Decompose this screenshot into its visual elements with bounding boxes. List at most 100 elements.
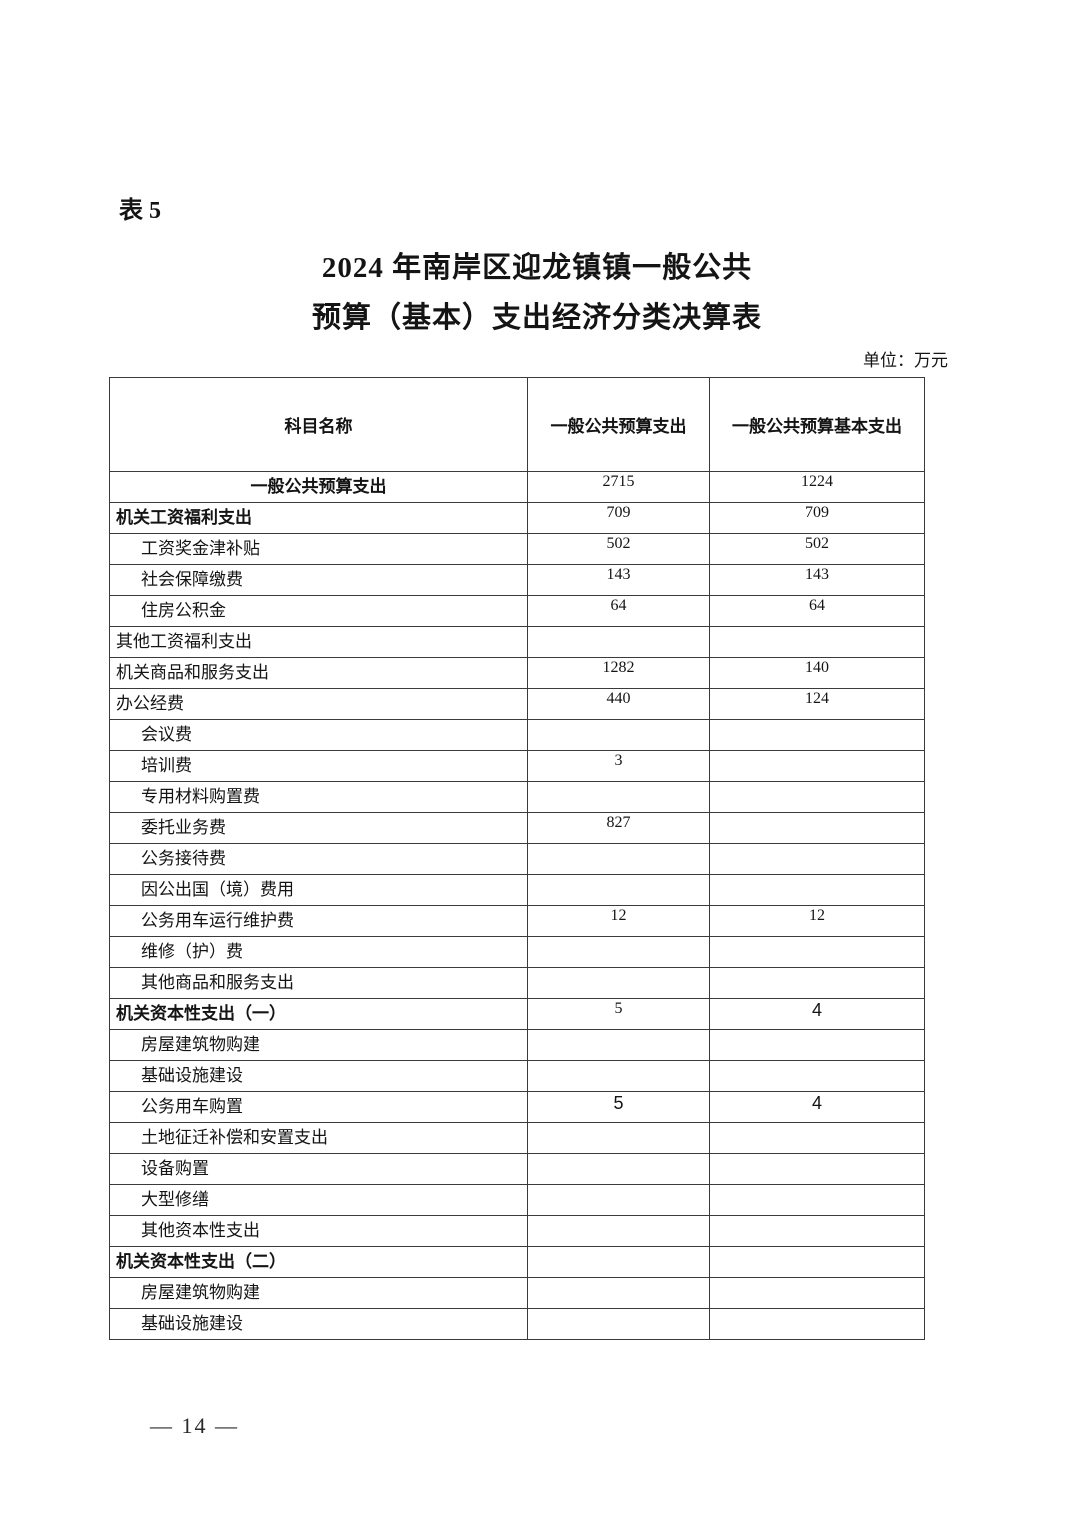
subject-cell: 大型修缮 bbox=[109, 1184, 528, 1216]
table-row: 房屋建筑物购建 bbox=[109, 1029, 925, 1061]
value-cell-basic: 4 bbox=[709, 1091, 925, 1123]
value-cell-basic bbox=[709, 750, 925, 782]
value-cell-general bbox=[527, 874, 710, 906]
value-cell-general bbox=[527, 843, 710, 875]
value-cell-general bbox=[527, 1122, 710, 1154]
value-cell-basic bbox=[709, 1029, 925, 1061]
value-cell-general: 440 bbox=[527, 688, 710, 720]
subject-cell: 因公出国（境）费用 bbox=[109, 874, 528, 906]
value-cell-basic bbox=[709, 936, 925, 968]
subject-cell: 维修（护）费 bbox=[109, 936, 528, 968]
page-title: 2024 年南岸区迎龙镇镇一般公共 预算（基本）支出经济分类决算表 bbox=[0, 243, 1074, 343]
value-cell-general bbox=[527, 1308, 710, 1340]
value-cell-basic bbox=[709, 1277, 925, 1309]
subject-cell: 房屋建筑物购建 bbox=[109, 1029, 528, 1061]
table-row: 基础设施建设 bbox=[109, 1308, 925, 1340]
table-body: 一般公共预算支出 2715 1224 机关工资福利支出 709 709 工资奖金津补贴 502… bbox=[109, 471, 925, 1340]
subject-cell: 委托业务费 bbox=[109, 812, 528, 844]
unit-note: 单位：万元 bbox=[863, 351, 948, 370]
page-number: — 14 — bbox=[150, 1413, 239, 1438]
subject-cell: 会议费 bbox=[109, 719, 528, 751]
value-cell-basic: 4 bbox=[709, 998, 925, 1030]
subject-cell: 机关工资福利支出 bbox=[109, 502, 528, 534]
value-cell-general: 502 bbox=[527, 533, 710, 565]
value-cell-general: 827 bbox=[527, 812, 710, 844]
value-cell-basic: 12 bbox=[709, 905, 925, 937]
subject-cell: 机关资本性支出（二） bbox=[109, 1246, 528, 1278]
table-row: 社会保障缴费 143 143 bbox=[109, 564, 925, 596]
page-title-line2: 预算（基本）支出经济分类决算表 bbox=[311, 302, 762, 334]
value-cell-basic bbox=[709, 1246, 925, 1278]
column-header-subject: 科目名称 bbox=[109, 377, 528, 472]
value-cell-basic bbox=[709, 1153, 925, 1185]
value-cell-general bbox=[527, 626, 710, 658]
subject-cell: 培训费 bbox=[109, 750, 528, 782]
subject-cell: 办公经费 bbox=[109, 688, 528, 720]
table-row: 维修（护）费 bbox=[109, 936, 925, 968]
table-row: 其他资本性支出 bbox=[109, 1215, 925, 1247]
table-row: 会议费 bbox=[109, 719, 925, 751]
value-cell-basic bbox=[709, 843, 925, 875]
value-cell-general: 709 bbox=[527, 502, 710, 534]
value-cell-general: 64 bbox=[527, 595, 710, 627]
value-cell-general: 1282 bbox=[527, 657, 710, 689]
value-cell-general bbox=[527, 1153, 710, 1185]
budget-table: 科目名称 一般公共预算支出 一般公共预算基本支出 一般公共预算支出 2715 122… bbox=[109, 377, 925, 1340]
table-row: 公务用车运行维护费 12 12 bbox=[109, 905, 925, 937]
table-row: 办公经费 440 124 bbox=[109, 688, 925, 720]
table-row: 专用材料购置费 bbox=[109, 781, 925, 813]
value-cell-basic: 124 bbox=[709, 688, 925, 720]
subject-cell: 住房公积金 bbox=[109, 595, 528, 627]
value-cell-basic: 64 bbox=[709, 595, 925, 627]
table-row: 机关商品和服务支出 1282 140 bbox=[109, 657, 925, 689]
subject-cell: 社会保障缴费 bbox=[109, 564, 528, 596]
column-header-general-expenditure: 一般公共预算支出 bbox=[527, 377, 710, 472]
subject-cell: 公务用车运行维护费 bbox=[109, 905, 528, 937]
value-cell-general bbox=[527, 1029, 710, 1061]
subject-cell: 公务接待费 bbox=[109, 843, 528, 875]
value-cell-basic: 1224 bbox=[709, 471, 925, 503]
table-row: 基础设施建设 bbox=[109, 1060, 925, 1092]
subject-cell: 基础设施建设 bbox=[109, 1060, 528, 1092]
value-cell-general bbox=[527, 967, 710, 999]
table-row: 大型修缮 bbox=[109, 1184, 925, 1216]
table-row: 设备购置 bbox=[109, 1153, 925, 1185]
value-cell-basic bbox=[709, 812, 925, 844]
header-row: 科目名称 一般公共预算支出 一般公共预算基本支出 bbox=[109, 377, 925, 472]
subject-cell: 一般公共预算支出 bbox=[109, 471, 528, 503]
table-row: 因公出国（境）费用 bbox=[109, 874, 925, 906]
table-row: 机关资本性支出（一） 5 4 bbox=[109, 998, 925, 1030]
value-cell-basic bbox=[709, 874, 925, 906]
value-cell-general bbox=[527, 936, 710, 968]
subject-cell: 土地征迁补偿和安置支出 bbox=[109, 1122, 528, 1154]
table-row: 其他商品和服务支出 bbox=[109, 967, 925, 999]
column-header-basic-expenditure: 一般公共预算基本支出 bbox=[709, 377, 925, 472]
value-cell-basic bbox=[709, 1184, 925, 1216]
subject-cell: 机关商品和服务支出 bbox=[109, 657, 528, 689]
value-cell-basic bbox=[709, 626, 925, 658]
value-cell-general bbox=[527, 1060, 710, 1092]
value-cell-general bbox=[527, 1277, 710, 1309]
value-cell-basic: 502 bbox=[709, 533, 925, 565]
table-row: 机关工资福利支出 709 709 bbox=[109, 502, 925, 534]
value-cell-basic: 709 bbox=[709, 502, 925, 534]
value-cell-general bbox=[527, 781, 710, 813]
subject-cell: 其他商品和服务支出 bbox=[109, 967, 528, 999]
table-row: 一般公共预算支出 2715 1224 bbox=[109, 471, 925, 503]
value-cell-general bbox=[527, 1246, 710, 1278]
table-row: 其他工资福利支出 bbox=[109, 626, 925, 658]
value-cell-general bbox=[527, 1215, 710, 1247]
value-cell-basic bbox=[709, 719, 925, 751]
table-row: 委托业务费 827 bbox=[109, 812, 925, 844]
table-header: 科目名称 一般公共预算支出 一般公共预算基本支出 bbox=[109, 377, 925, 472]
table-row: 工资奖金津补贴 502 502 bbox=[109, 533, 925, 565]
subject-cell: 公务用车购置 bbox=[109, 1091, 528, 1123]
table-row: 公务接待费 bbox=[109, 843, 925, 875]
subject-cell: 其他工资福利支出 bbox=[109, 626, 528, 658]
value-cell-basic: 143 bbox=[709, 564, 925, 596]
table-row: 公务用车购置 5 4 bbox=[109, 1091, 925, 1123]
table-row: 住房公积金 64 64 bbox=[109, 595, 925, 627]
value-cell-basic bbox=[709, 967, 925, 999]
value-cell-general: 3 bbox=[527, 750, 710, 782]
